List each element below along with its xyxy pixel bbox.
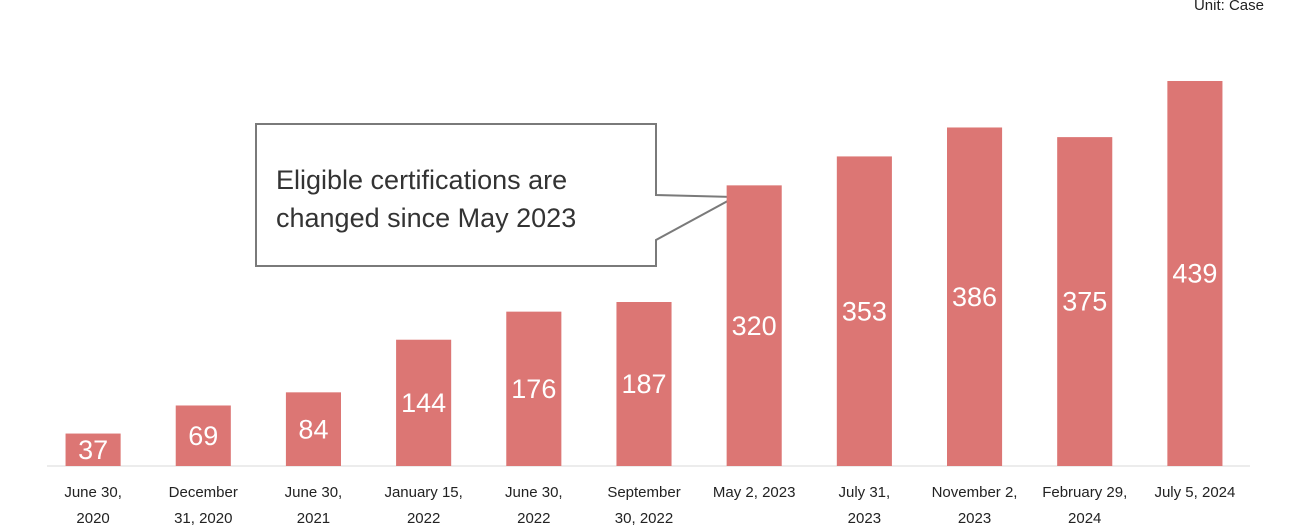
bar <box>1057 137 1113 466</box>
x-tick-label: June 30, 2020 <box>64 484 122 527</box>
bar <box>506 311 562 466</box>
bar <box>836 156 892 466</box>
value-label: 176 <box>511 374 556 404</box>
annotation-box <box>255 123 739 267</box>
bar <box>726 185 782 467</box>
bar <box>175 405 231 466</box>
bar <box>396 339 452 466</box>
value-label: 386 <box>952 282 997 312</box>
x-tick-label: January 15, 2022 <box>384 484 462 527</box>
x-tick-label: December 31, 2020 <box>169 484 238 527</box>
value-label: 84 <box>298 414 328 444</box>
annotation-text: changed since May 2023 <box>276 203 576 233</box>
x-tick-label: May 2, 2023 <box>713 484 796 501</box>
x-tick-label: June 30, 2021 <box>285 484 343 527</box>
x-tick-label: July 31, 2023 <box>839 484 891 527</box>
value-label: 353 <box>842 296 887 326</box>
bar <box>285 392 341 466</box>
x-tick-label: July 5, 2024 <box>1154 484 1235 501</box>
value-label: 187 <box>621 369 666 399</box>
value-label: 320 <box>732 311 777 341</box>
value-label: 69 <box>188 421 218 451</box>
unit-note: Unit: Case <box>1194 0 1264 14</box>
x-tick-label: February 29, 2024 <box>1042 484 1127 527</box>
value-label: 144 <box>401 388 446 418</box>
value-label: 375 <box>1062 287 1107 317</box>
bar <box>65 433 121 466</box>
x-tick-label: September 30, 2022 <box>607 484 680 527</box>
value-label: 37 <box>78 435 108 465</box>
value-label: 439 <box>1172 259 1217 289</box>
bar <box>616 302 672 466</box>
annotation-text: Eligible certifications are <box>276 165 567 195</box>
x-tick-label: June 30, 2022 <box>505 484 563 527</box>
bar <box>1167 80 1223 466</box>
x-tick-label: November 2, 2023 <box>932 484 1018 527</box>
bar <box>947 127 1003 466</box>
